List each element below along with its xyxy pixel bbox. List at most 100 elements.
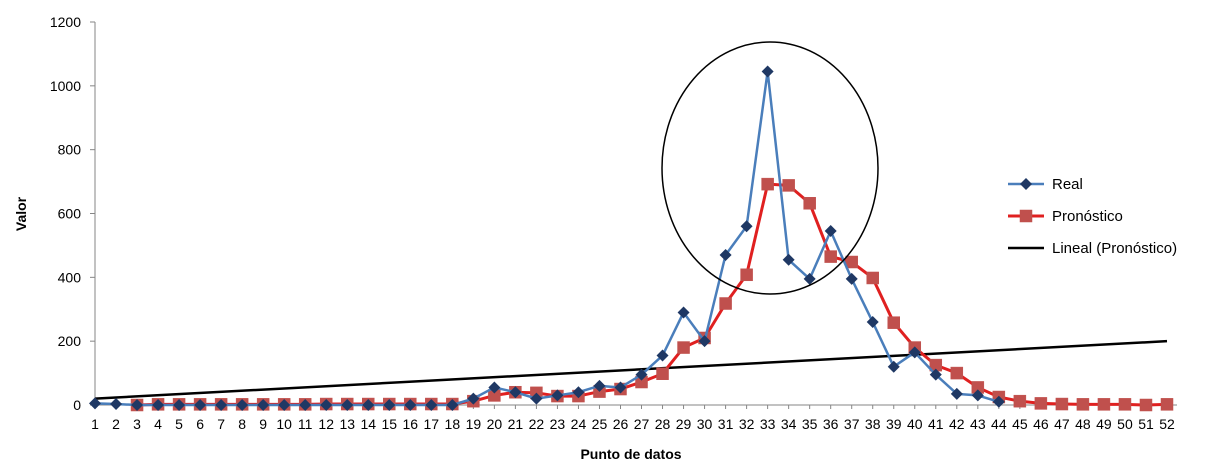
x-tick-label: 23 [550, 416, 566, 432]
y-tick-label: 1000 [50, 78, 81, 94]
x-tick-label: 45 [1012, 416, 1028, 432]
data-point-real [530, 392, 543, 405]
x-tick-label: 33 [760, 416, 776, 432]
data-point-real [719, 248, 732, 261]
x-tick-label: 49 [1096, 416, 1112, 432]
x-tick-label: 52 [1159, 416, 1175, 432]
data-point-real [740, 220, 753, 233]
x-tick-label: 13 [339, 416, 355, 432]
series-line-real [94, 70, 1000, 407]
data-point-real [278, 399, 291, 411]
data-point-real [887, 360, 900, 373]
data-point-real [761, 65, 774, 78]
data-point-pronostico [677, 341, 690, 354]
x-tick-label: 42 [949, 416, 965, 432]
data-point-real [929, 368, 942, 381]
y-tick-label: 1200 [50, 14, 81, 30]
annotation-layer [661, 41, 879, 295]
x-tick-label: 36 [823, 416, 839, 432]
y-axis: 0 200 400 600 800 1000 1200 [50, 14, 96, 413]
x-tick-label: 47 [1054, 416, 1070, 432]
data-point-pronostico [782, 179, 795, 192]
data-point-real [656, 349, 669, 362]
data-point-real [320, 399, 333, 411]
legend-label-pronostico: Pronóstico [1052, 208, 1123, 225]
x-tick-label: 14 [360, 416, 376, 432]
x-tick-label: 38 [865, 416, 881, 432]
legend-label-real: Real [1052, 176, 1083, 193]
data-point-real [635, 368, 648, 381]
data-point-real [152, 399, 165, 411]
y-tick-label: 600 [58, 206, 82, 222]
x-tick-label: 50 [1117, 416, 1133, 432]
legend-marker-pronostico [1019, 209, 1033, 223]
data-point-real [194, 399, 207, 411]
x-tick-label: 32 [739, 416, 755, 432]
x-tick-label: 12 [318, 416, 334, 432]
y-axis-title: Valor [13, 196, 29, 231]
x-tick-label: 51 [1138, 416, 1154, 432]
x-tick-label: 46 [1033, 416, 1049, 432]
data-point-pronostico [1076, 398, 1090, 411]
x-tick-label: 30 [697, 416, 713, 432]
data-point-real [236, 399, 249, 411]
x-tick-label: 1 [91, 416, 99, 432]
data-point-real [803, 272, 816, 285]
data-point-pronostico [1160, 398, 1174, 411]
data-point-real [782, 253, 795, 266]
data-point-real [446, 399, 459, 411]
data-point-real [425, 399, 438, 411]
x-tick-label: 37 [844, 416, 860, 432]
data-point-real [677, 306, 690, 319]
x-tick-label: 26 [613, 416, 629, 432]
data-point-real [341, 399, 354, 411]
data-point-pronostico [719, 297, 732, 310]
x-tick-label: 27 [634, 416, 650, 432]
x-tick-label: 5 [175, 416, 183, 432]
x-tick-label: 3 [133, 416, 141, 432]
data-point-pronostico [740, 268, 753, 282]
x-tick-label: 44 [991, 416, 1007, 432]
data-point-pronostico [761, 177, 774, 191]
data-point-pronostico [950, 366, 964, 380]
data-point-real [593, 379, 606, 392]
data-point-pronostico [866, 271, 879, 285]
x-tick-label: 24 [571, 416, 587, 432]
data-point-real [299, 399, 312, 411]
x-tick-label: 7 [217, 416, 225, 432]
y-tick-label: 800 [58, 142, 82, 158]
data-point-real [404, 399, 417, 411]
data-point-pronostico [1139, 398, 1153, 412]
data-point-pronostico [1118, 398, 1132, 411]
data-point-real [866, 316, 879, 329]
x-tick-label: 6 [196, 416, 204, 432]
x-tick-label: 16 [403, 416, 419, 432]
data-point-real [845, 272, 858, 285]
data-point-real [971, 389, 984, 402]
x-tick-label: 48 [1075, 416, 1091, 432]
x-axis: 1 2 3 4 5 6 7 8 9 10 11 12 13 14 15 16 17 18 19 20 21 22 23 24 2… [91, 404, 1177, 432]
data-point-real [509, 386, 522, 399]
data-point-real [383, 399, 396, 411]
y-tick-label: 200 [58, 333, 82, 349]
data-point-real [992, 395, 1005, 408]
x-tick-label: 29 [676, 416, 692, 432]
data-point-real [257, 399, 270, 411]
y-tick-label: 0 [73, 397, 81, 413]
data-point-pronostico [824, 250, 837, 263]
legend-label-trend: Lineal (Pronóstico) [1052, 240, 1177, 257]
data-point-real [362, 399, 375, 411]
x-axis-title: Punto de datos [580, 446, 681, 461]
data-point-pronostico [887, 316, 900, 329]
data-point-real [908, 346, 921, 359]
annotation-ellipse [661, 41, 879, 295]
y-tick-label: 400 [58, 269, 82, 285]
x-tick-label: 19 [466, 416, 482, 432]
legend: Real Pronóstico Lineal (Pronóstico) [1008, 176, 1177, 257]
data-point-real [698, 335, 711, 348]
x-tick-label: 2 [112, 416, 120, 432]
x-tick-label: 8 [238, 416, 246, 432]
data-point-pronostico [656, 367, 669, 380]
legend-marker-real [1020, 178, 1032, 190]
